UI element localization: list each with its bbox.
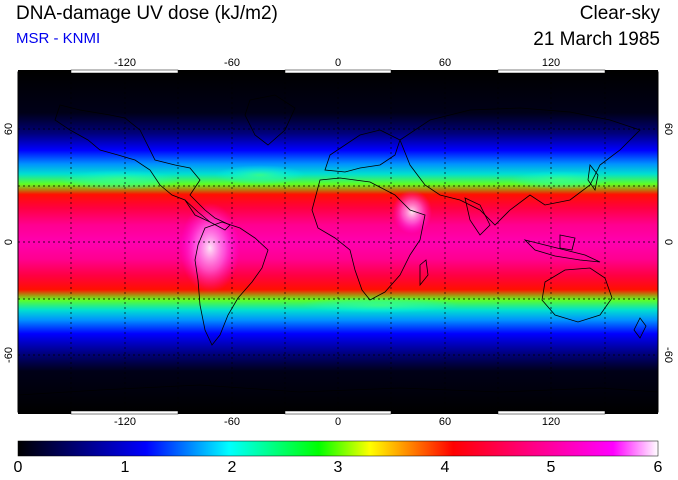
sky-condition-label: Clear-sky xyxy=(579,3,660,24)
graduated-border xyxy=(18,69,658,415)
colorbar xyxy=(17,440,659,457)
colorbar-label: 2 xyxy=(227,459,237,476)
lon-tick-top: 0 xyxy=(334,57,342,69)
uv-field-features xyxy=(60,165,610,313)
colorbar-label: 6 xyxy=(653,459,663,476)
lon-tick-bottom: -60 xyxy=(224,416,240,428)
lon-tick-top: 120 xyxy=(541,57,561,69)
colorbar-label: 5 xyxy=(546,459,556,476)
colorbar-label: 1 xyxy=(120,459,130,476)
date-label: 21 March 1985 xyxy=(533,29,660,50)
lon-tick-top: -120 xyxy=(113,57,137,69)
lon-tick-bottom: -120 xyxy=(113,416,137,428)
lon-tick-bottom: 0 xyxy=(334,416,342,428)
lon-tick-bottom: 60 xyxy=(438,416,452,428)
graticule xyxy=(18,72,658,412)
lon-tick-top: -60 xyxy=(224,57,240,69)
colorbar-label: 3 xyxy=(333,459,343,476)
colorbar-label: 0 xyxy=(13,459,23,476)
colorbar-label: 4 xyxy=(440,459,450,476)
lon-tick-bottom: 120 xyxy=(541,416,561,428)
source-label: MSR - KNMI xyxy=(16,30,101,47)
map-title: DNA-damage UV dose (kJ/m2) xyxy=(16,3,278,24)
lon-tick-top: 60 xyxy=(438,57,452,69)
